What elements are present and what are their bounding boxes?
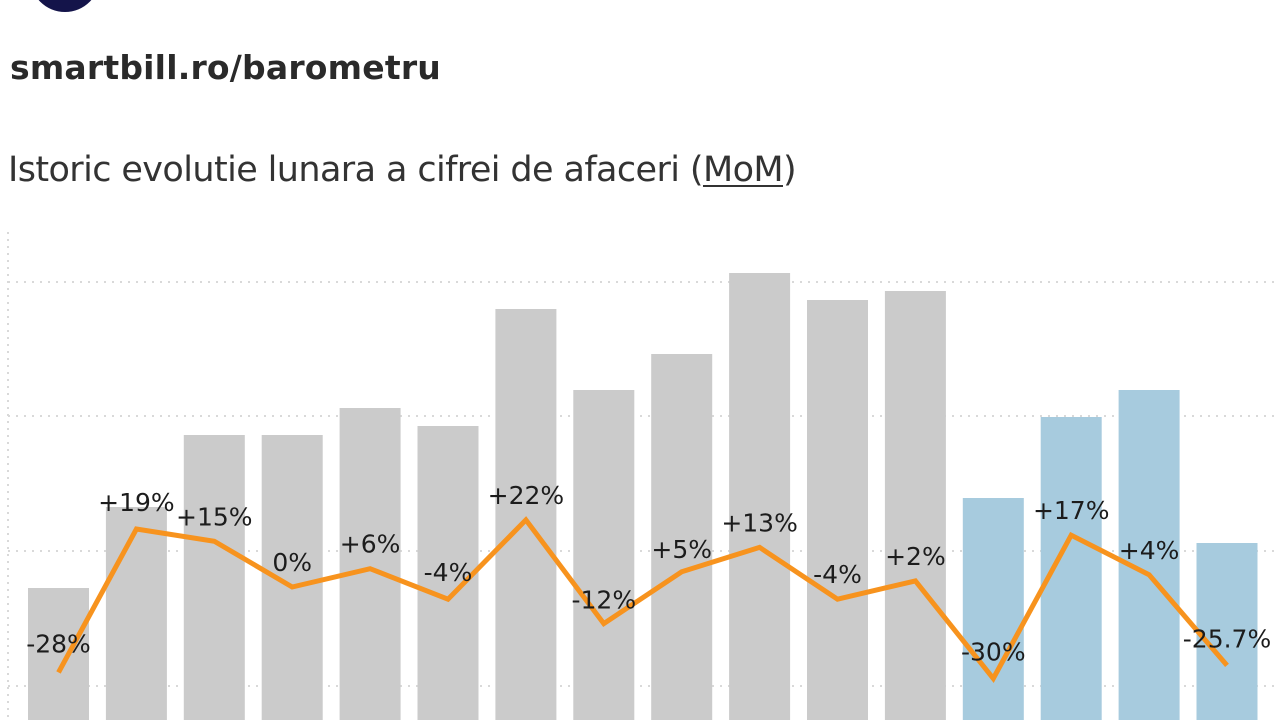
bar[interactable]: [962, 498, 1024, 720]
mom-line: [56, 516, 1229, 684]
bar[interactable]: [807, 300, 868, 720]
grid: [7, 232, 1280, 720]
bar[interactable]: [1196, 543, 1258, 720]
bar[interactable]: [573, 390, 635, 720]
bar[interactable]: [28, 588, 89, 720]
data-label: -4%: [424, 558, 473, 587]
bar[interactable]: [884, 291, 946, 720]
data-label: +2%: [885, 542, 946, 571]
bar[interactable]: [495, 309, 557, 720]
chart-title: Istoric evolutie lunara a cifrei de afac…: [8, 150, 797, 190]
data-label: -28%: [26, 629, 91, 658]
bar[interactable]: [105, 507, 167, 720]
mom-abbreviation[interactable]: MoM: [702, 150, 784, 190]
data-label: +13%: [721, 508, 798, 537]
bar[interactable]: [1118, 390, 1180, 720]
site-url: smartbill.ro/barometru: [10, 48, 441, 87]
bars: [28, 273, 1258, 720]
data-label: +4%: [1119, 536, 1180, 565]
bar[interactable]: [1040, 417, 1102, 720]
data-label: +6%: [340, 530, 401, 559]
data-label: +17%: [1033, 496, 1110, 525]
bar[interactable]: [417, 426, 479, 720]
data-label: +19%: [98, 488, 175, 517]
data-label: -30%: [961, 638, 1026, 667]
chart-title-close: ): [783, 150, 797, 190]
data-label: -4%: [813, 560, 862, 589]
bar[interactable]: [339, 408, 401, 720]
bar[interactable]: [729, 273, 791, 720]
chart-title-text: Istoric evolutie lunara a cifrei de afac…: [8, 150, 704, 190]
bar[interactable]: [261, 435, 323, 720]
bar[interactable]: [183, 435, 245, 720]
data-labels: -28% +19% +15% 0% +6% -4% +22% -12% +5% +13% -4% +2…: [26, 481, 1271, 667]
data-label: +5%: [651, 535, 712, 564]
data-label: +15%: [176, 502, 253, 531]
data-label: +22%: [488, 481, 565, 510]
mom-line-path: [56, 516, 1229, 684]
data-label: -25.7%: [1183, 624, 1271, 653]
data-label: 0%: [272, 548, 312, 577]
data-label: -12%: [572, 586, 637, 615]
bar[interactable]: [651, 354, 713, 720]
